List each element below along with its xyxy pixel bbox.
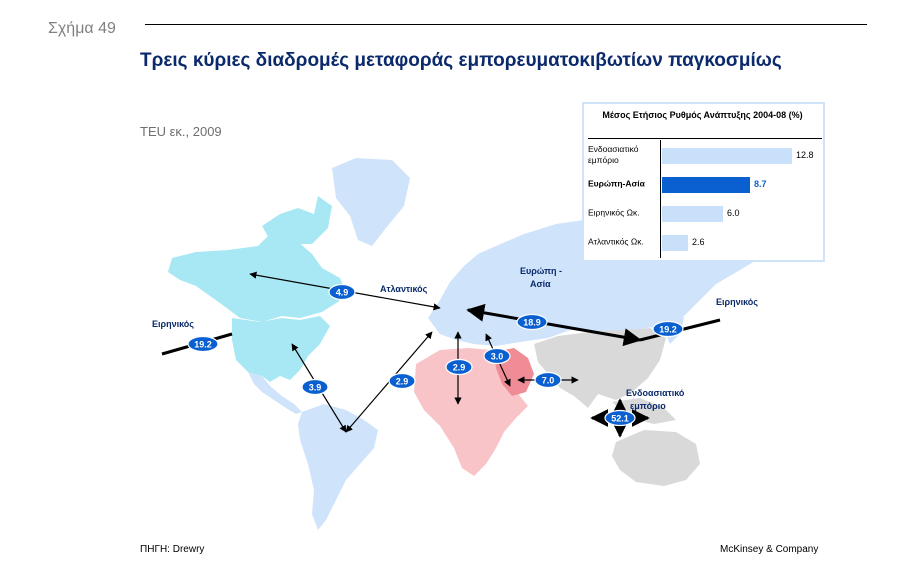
flow-value: 52.1: [611, 414, 629, 424]
flow-badge-pacific-west: 19.2: [187, 335, 219, 353]
arrow-europe-asia: [466, 303, 642, 347]
route-label-atlantic: Ατλαντικός: [380, 284, 428, 294]
route-label-europe-asia-1: Ευρώπη -: [520, 266, 562, 276]
inset-bar: [662, 206, 723, 222]
inset-category-label: Ειρηνικός Ωκ.: [588, 207, 640, 218]
flow-badge-intra-asia: 52.1: [604, 409, 636, 427]
inset-bar-row: Ατλαντικός Ωκ. 2.6: [584, 229, 823, 255]
inset-category-label: Ευρώπη-Ασία: [588, 178, 645, 189]
header-rule: [145, 24, 867, 25]
usa-landmass: [232, 316, 330, 382]
units-subtitle: TEU εκ., 2009: [140, 124, 222, 139]
inset-title-rule: [588, 138, 822, 139]
flow-value: 19.2: [659, 325, 677, 335]
flow-badge-mideast-asia: 7.0: [534, 371, 562, 389]
flow-badge-europe-asia: 18.9: [516, 313, 548, 331]
inset-value-label: 8.7: [754, 179, 767, 189]
greenland-landmass: [332, 158, 410, 246]
flow-value: 19.2: [194, 340, 212, 350]
flow-badge-pacific-east: 19.2: [652, 320, 684, 338]
inset-category-label: Ενδοασιατικό εμπόριο: [588, 144, 639, 165]
route-label-pacific-west: Ειρηνικός: [152, 319, 194, 329]
inset-bar: [662, 148, 792, 164]
page-title: Τρεις κύριες διαδρομές μεταφοράς εμπορευ…: [140, 50, 782, 71]
flow-badge-europe-mideast: 3.0: [483, 347, 511, 365]
flow-value: 2.9: [396, 377, 409, 387]
growth-rate-inset-chart: Μέσος Ετήσιος Ρυθμός Ανάπτυξης 2004-08 (…: [582, 102, 825, 262]
inset-category-label: Ατλαντικός Ωκ.: [588, 236, 644, 247]
flow-value: 2.9: [453, 363, 466, 373]
south-america-landmass: [298, 404, 378, 530]
inset-bar-row: Ευρώπη-Ασία 8.7: [584, 171, 823, 197]
brand-label: McKinsey & Company: [720, 544, 819, 555]
flow-badge-europe-africa: 2.9: [445, 358, 473, 376]
inset-value-label: 6.0: [727, 208, 740, 218]
route-label-intra-asia-1: Ενδοασιατικό: [626, 388, 685, 398]
inset-bar: [662, 177, 750, 193]
flow-value: 18.9: [523, 318, 541, 328]
flow-value: 7.0: [542, 376, 555, 386]
flow-value: 4.9: [336, 288, 349, 298]
asia-landmass: [534, 328, 666, 408]
route-label-intra-asia-2: εμπόριο: [630, 401, 666, 411]
source-note: ΠΗΓΗ: Drewry: [140, 544, 205, 555]
australia-landmass: [612, 430, 700, 486]
inset-value-label: 2.6: [692, 237, 705, 247]
inset-bar-row: Ενδοασιατικό εμπόριο 12.8: [584, 142, 823, 168]
arctic-islands: [262, 196, 332, 244]
flow-badge-samerica-europe: 2.9: [388, 372, 416, 390]
figure-label: Σχήμα 49: [48, 20, 116, 37]
central-america-landmass: [248, 372, 302, 414]
inset-value-label: 12.8: [796, 150, 814, 160]
flow-badge-americas: 3.9: [301, 378, 329, 396]
inset-axis-line: [660, 140, 661, 258]
flow-value: 3.9: [309, 383, 322, 393]
flow-value: 3.0: [491, 352, 504, 362]
route-label-pacific-east: Ειρηνικός: [716, 297, 758, 307]
flow-badge-atlantic: 4.9: [328, 283, 356, 301]
canada-landmass: [168, 236, 346, 322]
inset-chart-title: Μέσος Ετήσιος Ρυθμός Ανάπτυξης 2004-08 (…: [602, 110, 803, 120]
route-label-europe-asia-2: Ασία: [530, 279, 551, 289]
inset-bar: [662, 235, 688, 251]
inset-bar-row: Ειρηνικός Ωκ. 6.0: [584, 200, 823, 226]
